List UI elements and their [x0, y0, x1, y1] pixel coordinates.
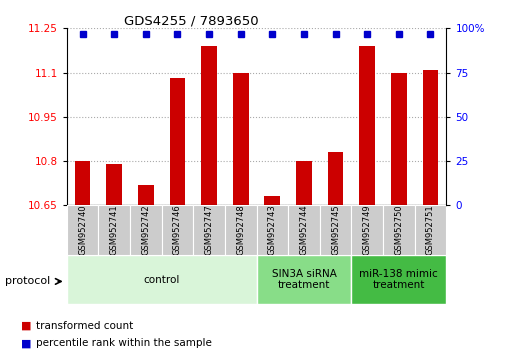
Text: GSM952750: GSM952750 [394, 205, 403, 256]
Text: GSM952740: GSM952740 [78, 205, 87, 256]
Text: GSM952741: GSM952741 [110, 205, 119, 256]
Bar [225, 205, 256, 255]
Bar [130, 205, 162, 255]
Bar [98, 205, 130, 255]
Bar [256, 255, 351, 304]
Bar [169, 79, 185, 205]
Bar [162, 205, 193, 255]
Text: ■: ■ [21, 338, 31, 348]
Text: GSM952742: GSM952742 [141, 205, 150, 256]
Text: GSM952745: GSM952745 [331, 205, 340, 256]
Text: GSM952746: GSM952746 [173, 205, 182, 256]
Bar [351, 255, 446, 304]
Text: percentile rank within the sample: percentile rank within the sample [36, 338, 212, 348]
Bar [256, 205, 288, 255]
Bar [106, 164, 122, 205]
Bar [328, 152, 344, 205]
Bar [296, 161, 312, 205]
Bar [193, 205, 225, 255]
Bar [233, 73, 249, 205]
Text: control: control [144, 275, 180, 285]
Text: SIN3A siRNA
treatment: SIN3A siRNA treatment [271, 269, 337, 291]
Bar [67, 205, 98, 255]
Bar [391, 73, 407, 205]
Text: GSM952749: GSM952749 [363, 205, 372, 256]
Text: GSM952747: GSM952747 [205, 205, 213, 256]
Text: GDS4255 / 7893650: GDS4255 / 7893650 [124, 14, 258, 27]
Bar [288, 205, 320, 255]
Bar [74, 161, 90, 205]
Text: miR-138 mimic
treatment: miR-138 mimic treatment [360, 269, 438, 291]
Bar [383, 205, 415, 255]
Text: GSM952744: GSM952744 [300, 205, 308, 256]
Bar [423, 70, 439, 205]
Bar [351, 205, 383, 255]
Bar [415, 205, 446, 255]
Bar [67, 255, 256, 304]
Bar [264, 196, 280, 205]
Text: transformed count: transformed count [36, 321, 133, 331]
Text: protocol: protocol [5, 276, 50, 286]
Bar [359, 46, 375, 205]
Text: GSM952743: GSM952743 [268, 205, 277, 256]
Bar [320, 205, 351, 255]
Bar [201, 46, 217, 205]
Bar [138, 185, 154, 205]
Text: GSM952751: GSM952751 [426, 205, 435, 256]
Text: GSM952748: GSM952748 [236, 205, 245, 256]
Text: ■: ■ [21, 321, 31, 331]
